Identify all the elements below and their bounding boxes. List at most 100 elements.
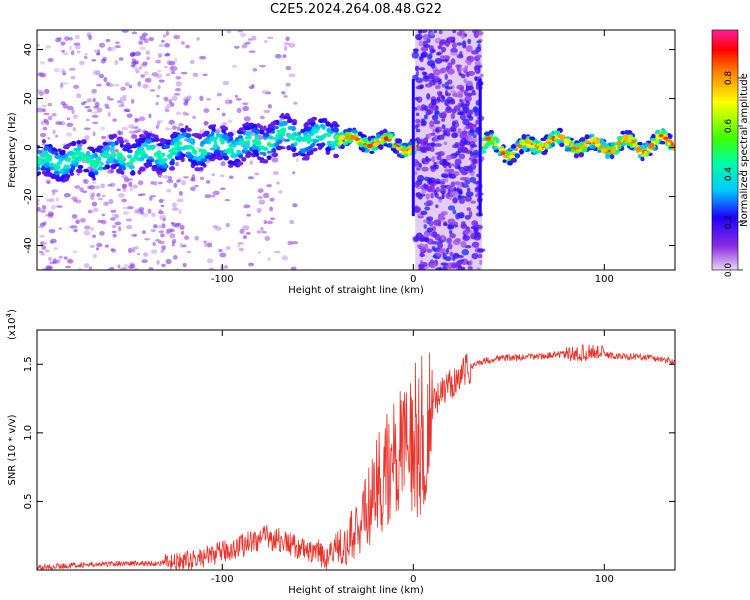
heat-cell bbox=[210, 194, 216, 198]
heat-cell bbox=[176, 198, 184, 203]
heat-cell bbox=[209, 136, 214, 142]
heat-cell bbox=[431, 155, 436, 163]
heat-cell bbox=[257, 156, 262, 160]
heat-cell bbox=[143, 252, 149, 257]
snr-multiplier-close: ) bbox=[7, 309, 18, 313]
heat-cell bbox=[237, 243, 241, 248]
heat-cell bbox=[471, 252, 479, 260]
heat-cell bbox=[466, 109, 474, 114]
heat-cell bbox=[492, 145, 499, 150]
heat-cell bbox=[427, 238, 434, 245]
heat-cell bbox=[215, 128, 222, 132]
heat-cell bbox=[325, 146, 332, 152]
heat-cell bbox=[418, 163, 423, 168]
heat-cell bbox=[470, 200, 477, 204]
heat-cell bbox=[236, 107, 242, 113]
heat-cell bbox=[423, 114, 428, 120]
heat-cell bbox=[139, 147, 145, 151]
heat-cell bbox=[451, 173, 456, 179]
heat-cell bbox=[457, 264, 462, 270]
heat-cell bbox=[70, 75, 76, 80]
heat-cell bbox=[350, 135, 357, 140]
heat-cell bbox=[44, 249, 50, 253]
heat-cell bbox=[289, 219, 295, 225]
heat-cell bbox=[138, 207, 145, 212]
heat-cell bbox=[438, 266, 442, 270]
heat-cell bbox=[447, 205, 456, 211]
heat-cell bbox=[72, 199, 78, 202]
heat-cell bbox=[239, 32, 247, 38]
heat-cell bbox=[119, 142, 124, 148]
heat-cell bbox=[239, 140, 245, 145]
heat-cell bbox=[83, 127, 91, 131]
heat-cell bbox=[237, 161, 244, 166]
heat-cell bbox=[110, 209, 117, 213]
heat-cell bbox=[136, 149, 141, 155]
heat-cell bbox=[66, 156, 72, 163]
snr-y-label: SNR (10 * v/v) bbox=[7, 414, 18, 485]
heat-cell bbox=[135, 142, 142, 147]
heat-cell bbox=[41, 205, 47, 210]
heat-cell bbox=[304, 126, 312, 132]
heat-cell bbox=[152, 224, 158, 229]
heat-cell bbox=[605, 154, 610, 159]
heat-cell bbox=[146, 133, 150, 138]
heat-cell bbox=[98, 42, 106, 48]
heat-cell bbox=[160, 204, 165, 208]
heat-cell bbox=[102, 141, 108, 146]
heat-cell bbox=[68, 67, 76, 71]
heat-cell bbox=[111, 142, 115, 147]
heat-cell bbox=[313, 129, 319, 134]
heat-cell bbox=[253, 149, 259, 156]
heat-cell bbox=[616, 144, 622, 150]
heat-cell bbox=[429, 146, 435, 153]
heat-cell bbox=[51, 147, 57, 152]
heat-cell bbox=[131, 248, 136, 253]
heat-cell bbox=[402, 145, 406, 150]
heat-cell bbox=[94, 185, 101, 190]
heat-cell bbox=[224, 265, 228, 269]
heat-cell bbox=[418, 67, 426, 71]
heat-cell bbox=[175, 81, 182, 87]
heat-cell bbox=[170, 133, 177, 139]
heat-cell bbox=[174, 87, 182, 92]
heat-cell bbox=[150, 229, 156, 233]
heat-cell bbox=[55, 197, 59, 202]
heat-cell bbox=[158, 230, 165, 234]
heat-cell bbox=[194, 235, 199, 241]
heat-cell bbox=[610, 142, 615, 146]
heat-cell bbox=[461, 32, 465, 40]
heat-cell bbox=[462, 44, 467, 49]
heat-cell bbox=[313, 139, 320, 143]
heat-cell bbox=[121, 126, 129, 131]
heat-cell bbox=[179, 224, 185, 230]
y-tick-label: 0 bbox=[23, 144, 34, 150]
heat-cell bbox=[92, 97, 96, 103]
heat-cell bbox=[91, 111, 98, 115]
heat-cell bbox=[252, 139, 256, 144]
heat-cell bbox=[38, 225, 44, 229]
heat-cell bbox=[185, 133, 192, 138]
heat-cell bbox=[442, 221, 448, 227]
heat-cell bbox=[230, 154, 236, 158]
heat-cell bbox=[412, 74, 419, 81]
heat-cell bbox=[75, 219, 80, 224]
heat-cell bbox=[138, 133, 146, 139]
heat-cell bbox=[444, 99, 450, 107]
heat-cell bbox=[167, 154, 173, 160]
heat-cell bbox=[173, 254, 178, 260]
heat-cell bbox=[76, 140, 82, 144]
heat-cell bbox=[584, 134, 589, 139]
heat-cell bbox=[479, 73, 484, 78]
heat-cell bbox=[151, 164, 158, 169]
heat-cell bbox=[186, 137, 194, 143]
heat-cell bbox=[172, 131, 178, 135]
heat-cell bbox=[447, 188, 451, 195]
heat-cell bbox=[192, 72, 199, 77]
heat-cell bbox=[467, 266, 473, 270]
heat-cell bbox=[547, 136, 552, 140]
heat-cell bbox=[93, 49, 98, 53]
heat-cell bbox=[257, 196, 264, 199]
heat-cell bbox=[267, 135, 274, 140]
heat-cell bbox=[461, 130, 469, 135]
